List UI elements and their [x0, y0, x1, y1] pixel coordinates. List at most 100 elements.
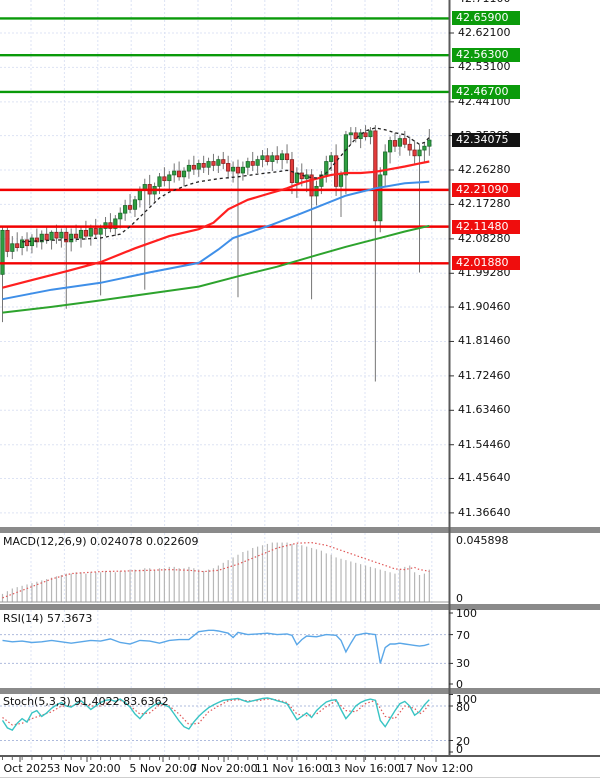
- resistance-price-box: 42.46700: [452, 84, 520, 99]
- candle-up: [132, 199, 138, 210]
- candle-up: [186, 164, 192, 172]
- candle-up: [294, 172, 299, 183]
- resistance-price-box: 42.56300: [452, 48, 520, 63]
- candle-down: [221, 159, 226, 164]
- stoch-axis-label: 0: [456, 743, 463, 756]
- price-tick-label: 41.72460: [458, 368, 511, 382]
- candle-up: [216, 159, 221, 166]
- candle-up: [157, 176, 162, 187]
- rsi-axis-label: 30: [456, 657, 470, 670]
- stoch-k-line: [1, 697, 430, 731]
- time-axis-label: 17 Nov 12:00: [398, 762, 474, 775]
- stoch-indicator-label: Stoch(5,3,3) 91.4022 83.6362: [3, 695, 169, 708]
- candle-down: [64, 231, 69, 243]
- candle-up: [397, 138, 402, 147]
- price-tick-label: 42.17280: [458, 197, 511, 211]
- time-axis-label: 13 Nov 16:00: [326, 762, 402, 775]
- candle-down: [24, 239, 30, 247]
- candle-up: [245, 161, 250, 168]
- price-tick-label: 41.45640: [458, 471, 511, 485]
- candle-down: [235, 166, 241, 174]
- candle-up: [255, 159, 260, 166]
- price-tick-label: 42.08280: [458, 231, 511, 245]
- price-tick-label: 42.26280: [458, 163, 511, 176]
- candle-up: [338, 174, 344, 187]
- candle-up: [181, 170, 187, 178]
- candle-up: [260, 155, 265, 161]
- candle-down: [191, 164, 196, 170]
- candle-down: [265, 155, 270, 162]
- candle-down: [353, 132, 358, 139]
- candle-up: [280, 153, 285, 161]
- support-price-box: 42.21090: [452, 182, 520, 197]
- ma-slow-line: [2, 224, 430, 314]
- candle-up: [383, 151, 388, 176]
- candle-up: [118, 212, 123, 220]
- candle-down: [412, 149, 417, 157]
- candle-down: [54, 231, 59, 239]
- candle-down: [392, 140, 398, 147]
- candle-up: [378, 174, 383, 222]
- rsi-axis-label: 70: [456, 629, 470, 642]
- panel-separator[interactable]: [0, 604, 600, 610]
- candle-down: [407, 143, 412, 151]
- candle-up: [0, 229, 5, 275]
- ma-fast-line: [2, 160, 430, 289]
- stoch-axis-label: 100: [456, 693, 477, 706]
- price-tick-label: 41.90460: [458, 300, 511, 314]
- candle-up: [240, 166, 245, 174]
- candle-up: [417, 149, 422, 157]
- time-axis-label: 5 Nov 20:00: [129, 762, 197, 775]
- candle-up: [422, 145, 427, 151]
- candle-up: [167, 174, 172, 182]
- candle-up: [196, 163, 201, 170]
- candle-up: [59, 231, 64, 239]
- candle-up: [324, 161, 329, 176]
- current-price-label: 42.34075: [452, 133, 520, 147]
- panel-separator[interactable]: [0, 688, 600, 694]
- price-tick-label: 41.54460: [458, 437, 511, 451]
- candle-up: [88, 228, 93, 237]
- candle-up: [230, 166, 236, 172]
- candle-down: [44, 233, 49, 241]
- resistance-price-box: 42.65900: [452, 11, 520, 26]
- support-price-box: 42.01880: [452, 256, 520, 271]
- candle-down: [275, 155, 280, 161]
- candle-up: [206, 161, 211, 168]
- candle-up: [98, 228, 103, 235]
- candle-down: [373, 130, 378, 222]
- candle-down: [5, 229, 10, 252]
- dashed-ma-line: [22, 127, 430, 243]
- price-tick-label: 41.81460: [458, 334, 511, 348]
- rsi-indicator-label: RSI(14) 57.3673: [3, 612, 93, 625]
- stoch-axis-label: 20: [456, 735, 470, 748]
- macd-axis-min-label: 0: [456, 592, 463, 605]
- time-axis-label: 7 Nov 20:00: [190, 762, 258, 775]
- price-tick-label: 42.71100: [458, 0, 511, 5]
- candle-down: [15, 243, 20, 248]
- macd-signal-line: [2, 541, 430, 599]
- candle-up: [329, 155, 334, 162]
- candle-down: [284, 153, 290, 161]
- candle-up: [113, 218, 118, 229]
- candle-up: [20, 239, 25, 248]
- candle-up: [387, 140, 393, 153]
- candle-down: [309, 174, 314, 197]
- candle-down: [83, 229, 89, 237]
- time-axis-label: 11 Nov 16:00: [254, 762, 330, 775]
- panel-separator[interactable]: [0, 527, 600, 533]
- support-price-box: 42.11480: [452, 219, 520, 234]
- candle-up: [427, 139, 432, 147]
- candle-up: [172, 170, 177, 176]
- candle-up: [270, 155, 275, 162]
- candle-down: [127, 205, 133, 210]
- price-tick-label: 41.36640: [458, 505, 511, 519]
- macd-indicator-label: MACD(12,26,9) 0.024078 0.022609: [3, 535, 199, 548]
- candle-up: [314, 185, 319, 197]
- candle-up: [69, 233, 74, 243]
- rsi-line: [2, 629, 430, 664]
- candle-down: [34, 237, 39, 243]
- candle-up: [137, 189, 142, 201]
